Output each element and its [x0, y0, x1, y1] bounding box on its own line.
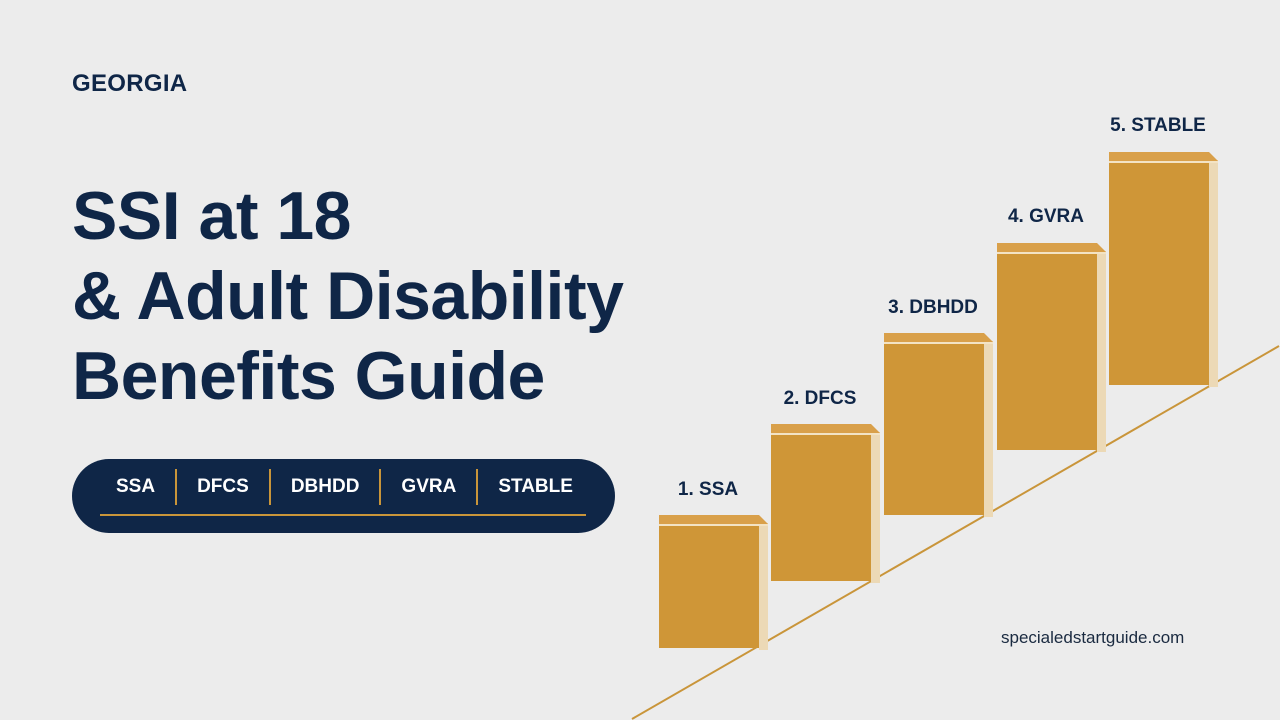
- agency-bar-underline: [100, 514, 586, 516]
- step-block-5: [1109, 152, 1218, 387]
- step-blocks: [659, 152, 1218, 650]
- step-label-1: 1. SSA: [678, 479, 738, 500]
- agency-gvra: GVRA: [379, 468, 476, 505]
- step-block-edge: [771, 433, 880, 435]
- step-block-side: [1209, 160, 1218, 387]
- state-label: GEORGIA: [72, 70, 188, 97]
- step-block-front: [1109, 163, 1209, 385]
- step-label-2: 2. DFCS: [784, 388, 857, 409]
- step-block-side: [759, 523, 768, 650]
- diagonal-line: [631, 345, 1280, 720]
- step-block-front: [659, 526, 759, 648]
- step-block-top: [884, 333, 993, 342]
- step-block-edge: [1109, 161, 1218, 163]
- step-block-3: [884, 333, 993, 517]
- agency-stable: STABLE: [476, 468, 593, 505]
- step-block-front: [771, 435, 871, 581]
- page-title: SSI at 18 & Adult Disability Benefits Gu…: [72, 176, 624, 416]
- step-block-side: [1097, 251, 1106, 452]
- step-label-3: 3. DBHDD: [888, 297, 978, 318]
- step-block-1: [659, 515, 768, 650]
- title-line-3: Benefits Guide: [72, 338, 545, 414]
- step-label-4: 4. GVRA: [1008, 206, 1084, 227]
- title-line-1: SSI at 18: [72, 178, 352, 254]
- title-line-2: & Adult Disability: [72, 258, 624, 334]
- step-block-side: [871, 432, 880, 583]
- step-block-4: [997, 243, 1106, 452]
- agency-dfcs: DFCS: [175, 468, 269, 505]
- step-block-top: [771, 424, 880, 433]
- step-labels: 1. SSA 2. DFCS 3. DBHDD 4. GVRA 5. STABLE: [678, 115, 1206, 500]
- website-url: specialedstartguide.com: [1001, 628, 1185, 647]
- step-label-5: 5. STABLE: [1110, 115, 1206, 136]
- step-block-2: [771, 424, 880, 583]
- step-block-edge: [884, 342, 993, 344]
- step-block-edge: [659, 524, 768, 526]
- agency-dbhdd: DBHDD: [268, 468, 380, 505]
- agency-bar: SSA DFCS DBHDD GVRA STABLE: [72, 459, 615, 533]
- step-block-front: [997, 254, 1097, 450]
- step-block-top: [997, 243, 1106, 252]
- step-block-edge: [997, 252, 1106, 254]
- agency-ssa: SSA: [116, 475, 156, 497]
- step-block-side: [984, 341, 993, 517]
- step-block-top: [1109, 152, 1218, 161]
- step-block-top: [659, 515, 768, 524]
- step-block-front: [884, 344, 984, 515]
